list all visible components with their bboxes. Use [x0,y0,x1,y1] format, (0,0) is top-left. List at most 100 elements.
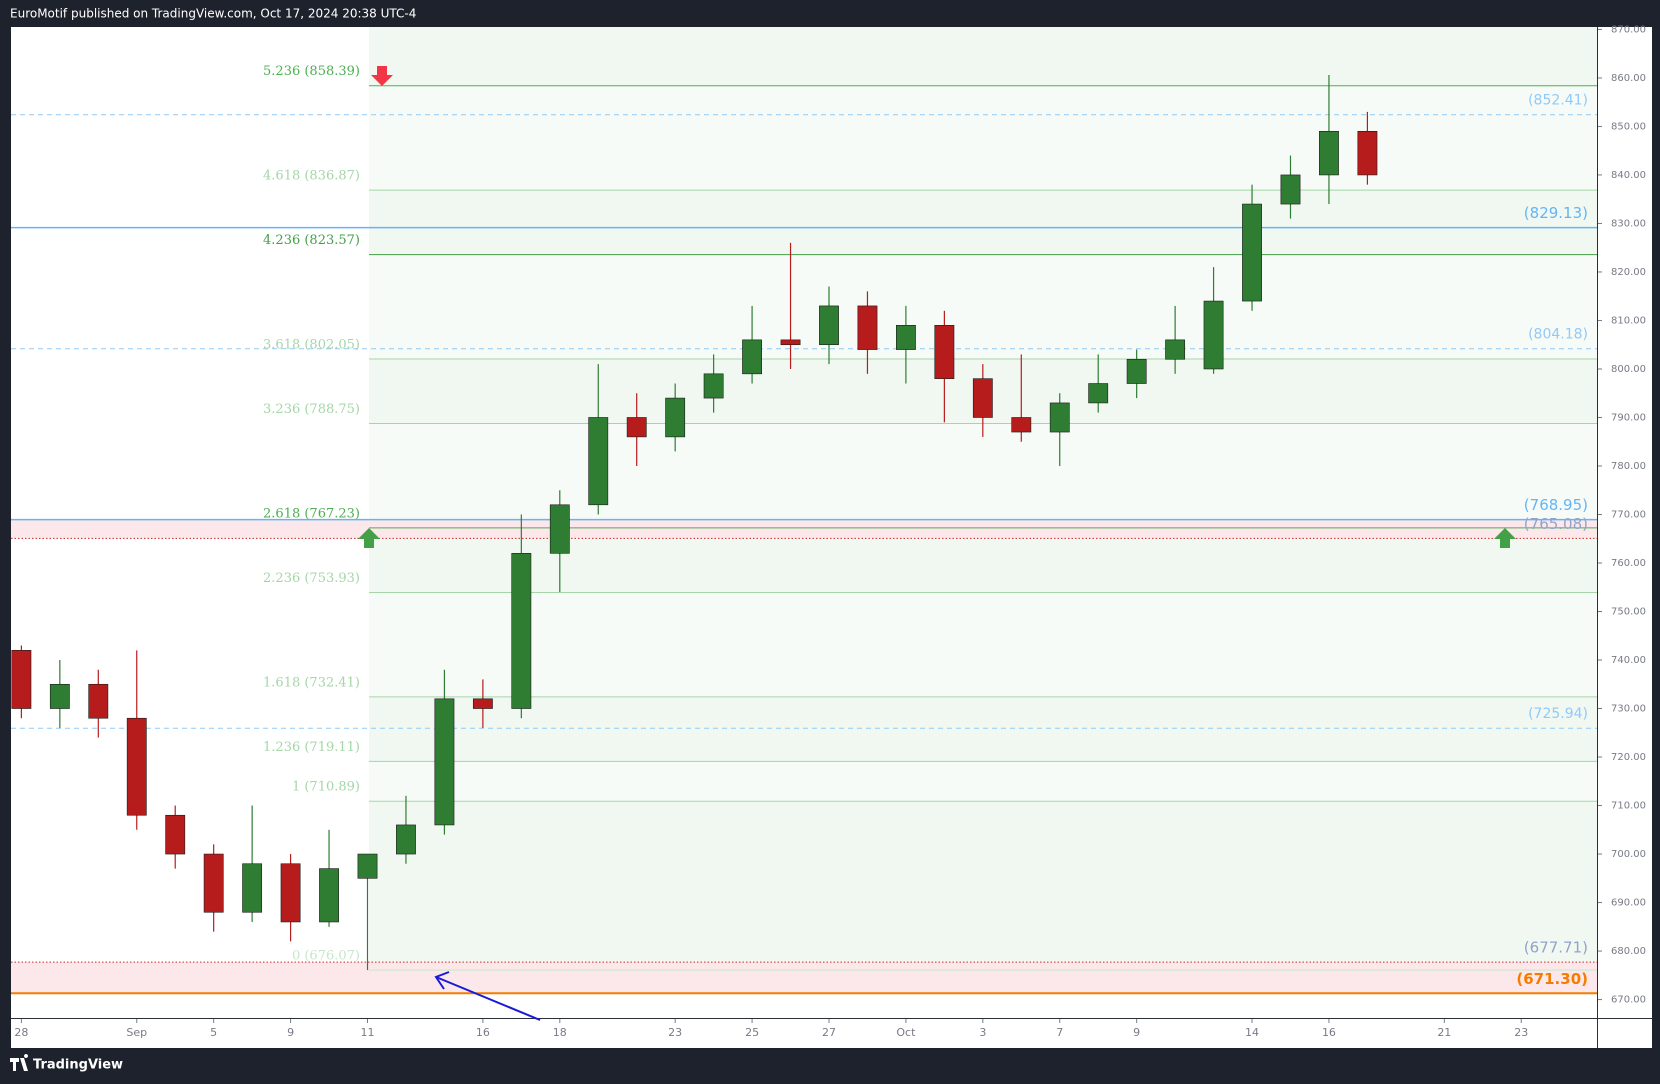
down-arrow [371,66,393,86]
fib-label: 5.236 (858.39) [263,64,360,79]
fib-band [369,254,1597,360]
x-tick-label: 9 [287,1026,294,1039]
background-layer [11,27,1597,994]
y-tick-label: 840.00 [1611,170,1646,181]
candle-body [1357,130,1378,176]
x-tick-label: 5 [210,1026,217,1039]
level-label: (725.94) [1528,706,1588,722]
fib-label: 1 (710.89) [292,780,360,795]
candle-body [1203,300,1224,370]
y-tick-label: 720.00 [1611,752,1646,763]
x-tick-label: 23 [668,1026,682,1039]
fib-band [369,592,1597,697]
fib-label: 4.618 (836.87) [263,169,360,184]
x-tick-label: 16 [1322,1026,1336,1039]
candle-body [895,325,916,350]
fib-label: 2.618 (767.23) [263,506,360,521]
x-tick-label: 14 [1245,1026,1259,1039]
y-tick-label: 750.00 [1611,607,1646,618]
candle-body [1011,417,1032,433]
fib-label: 2.236 (753.93) [263,571,360,586]
candle-body [1088,383,1109,404]
candle-body [1126,358,1147,384]
fib-band [369,801,1597,971]
y-tick-label: 760.00 [1611,558,1646,569]
candle-body [126,717,147,816]
y-tick-label: 670.00 [1611,995,1646,1006]
candle-body [703,373,724,399]
fib-label: 0 (676.07) [292,949,360,964]
candle-body [1280,174,1301,205]
candle-body [780,339,801,346]
candle-body [242,863,263,913]
candle-body [319,868,339,923]
candle-body [11,650,32,709]
pointer-line [435,976,541,1021]
fib-band [369,696,1597,762]
y-tick-label: 780.00 [1611,461,1646,472]
fib-label: 3.618 (802.05) [263,338,360,353]
brand: TradingView [10,1054,123,1073]
x-tick-label: 7 [1056,1026,1063,1039]
candle-body [1049,402,1070,433]
candle-body [165,814,186,855]
y-tick-label: 690.00 [1611,898,1646,909]
x-tick-label: 21 [1437,1026,1451,1039]
candle-body [511,553,532,709]
x-tick-label: 3 [979,1026,986,1039]
level-label: (677.71) [1524,939,1588,957]
y-tick-label: 680.00 [1611,946,1646,957]
level-label: (852.41) [1528,93,1588,109]
y-tick-label: 790.00 [1611,412,1646,423]
fib-label: 1.236 (719.11) [263,740,360,755]
pointer-head [434,971,450,990]
candle-body [665,397,686,438]
candle-body [819,305,839,346]
x-tick-label: Oct [896,1026,916,1039]
candle-body [857,305,878,350]
level-label: (671.30) [1516,970,1588,988]
y-tick-label: 770.00 [1611,509,1646,520]
y-tick-label: 860.00 [1611,73,1646,84]
time-axis [11,1019,1652,1048]
fib-band [369,85,1597,191]
y-tick-label: 810.00 [1611,315,1646,326]
header-text: EuroMotif published on TradingView.com, … [10,7,416,21]
fib-band [369,27,1597,86]
brand-logo [10,1054,29,1071]
y-tick-label: 740.00 [1611,655,1646,666]
y-tick-label: 710.00 [1611,801,1646,812]
candle-body [1319,130,1339,176]
up-arrow [358,528,380,548]
candle-body [88,683,109,719]
marks-layer [11,28,1602,1023]
candle-body [280,863,301,923]
brand-name: TradingView [33,1058,123,1073]
x-tick-label: 11 [361,1026,375,1039]
x-tick-label: Sep [126,1026,147,1039]
candle-body [203,853,224,913]
candle-body [396,824,416,855]
candle-body [1165,339,1186,360]
level-label: (829.13) [1524,204,1588,222]
x-tick-label: 9 [1133,1026,1140,1039]
fib-label: 1.618 (732.41) [263,675,360,690]
candle-body [49,683,70,709]
up-arrow [1494,528,1516,548]
candle-body [972,378,993,418]
x-tick-label: 16 [476,1026,490,1039]
fib-band [369,423,1597,528]
fib-band [369,527,1597,593]
annotations [358,66,1516,1021]
labels-layer: 5.236 (858.39) 4.618 (836.87) 4.236 (823.5… [14,24,1646,1039]
y-tick-label: 820.00 [1611,267,1646,278]
candle-body [626,417,647,438]
y-tick-label: 730.00 [1611,704,1646,715]
y-tick-label: 830.00 [1611,218,1646,229]
candle-body [588,417,609,506]
y-tick-label: 870.00 [1611,24,1646,35]
candle-body [934,325,955,379]
candle-body [434,698,455,826]
